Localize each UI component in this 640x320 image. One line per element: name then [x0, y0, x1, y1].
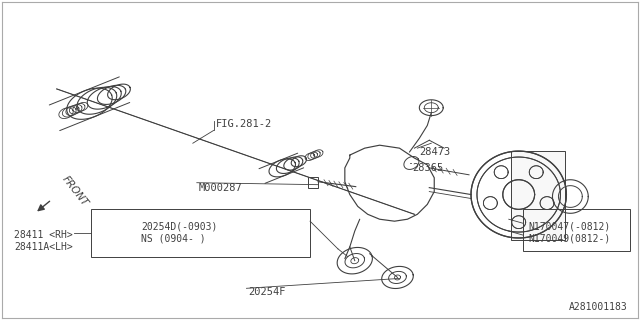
Text: 20254D(-0903): 20254D(-0903): [141, 221, 218, 231]
Text: N170049(0812-): N170049(0812-): [529, 233, 611, 243]
Text: 28411A<LH>: 28411A<LH>: [14, 242, 73, 252]
Bar: [308, 177, 318, 188]
Bar: [523, 209, 630, 251]
Text: FIG.281-2: FIG.281-2: [216, 118, 272, 129]
Text: N170047(-0812): N170047(-0812): [529, 221, 611, 231]
Bar: [92, 209, 310, 257]
Text: 28365: 28365: [412, 163, 444, 173]
Bar: [511, 151, 565, 240]
Text: 20254F: 20254F: [248, 287, 286, 297]
Text: A281001183: A281001183: [569, 302, 628, 312]
Text: NS (0904- ): NS (0904- ): [141, 233, 206, 243]
Text: FRONT: FRONT: [60, 174, 90, 209]
Text: M000287: M000287: [199, 183, 243, 193]
Text: 28473: 28473: [419, 147, 451, 157]
Text: 28411 <RH>: 28411 <RH>: [14, 230, 73, 240]
